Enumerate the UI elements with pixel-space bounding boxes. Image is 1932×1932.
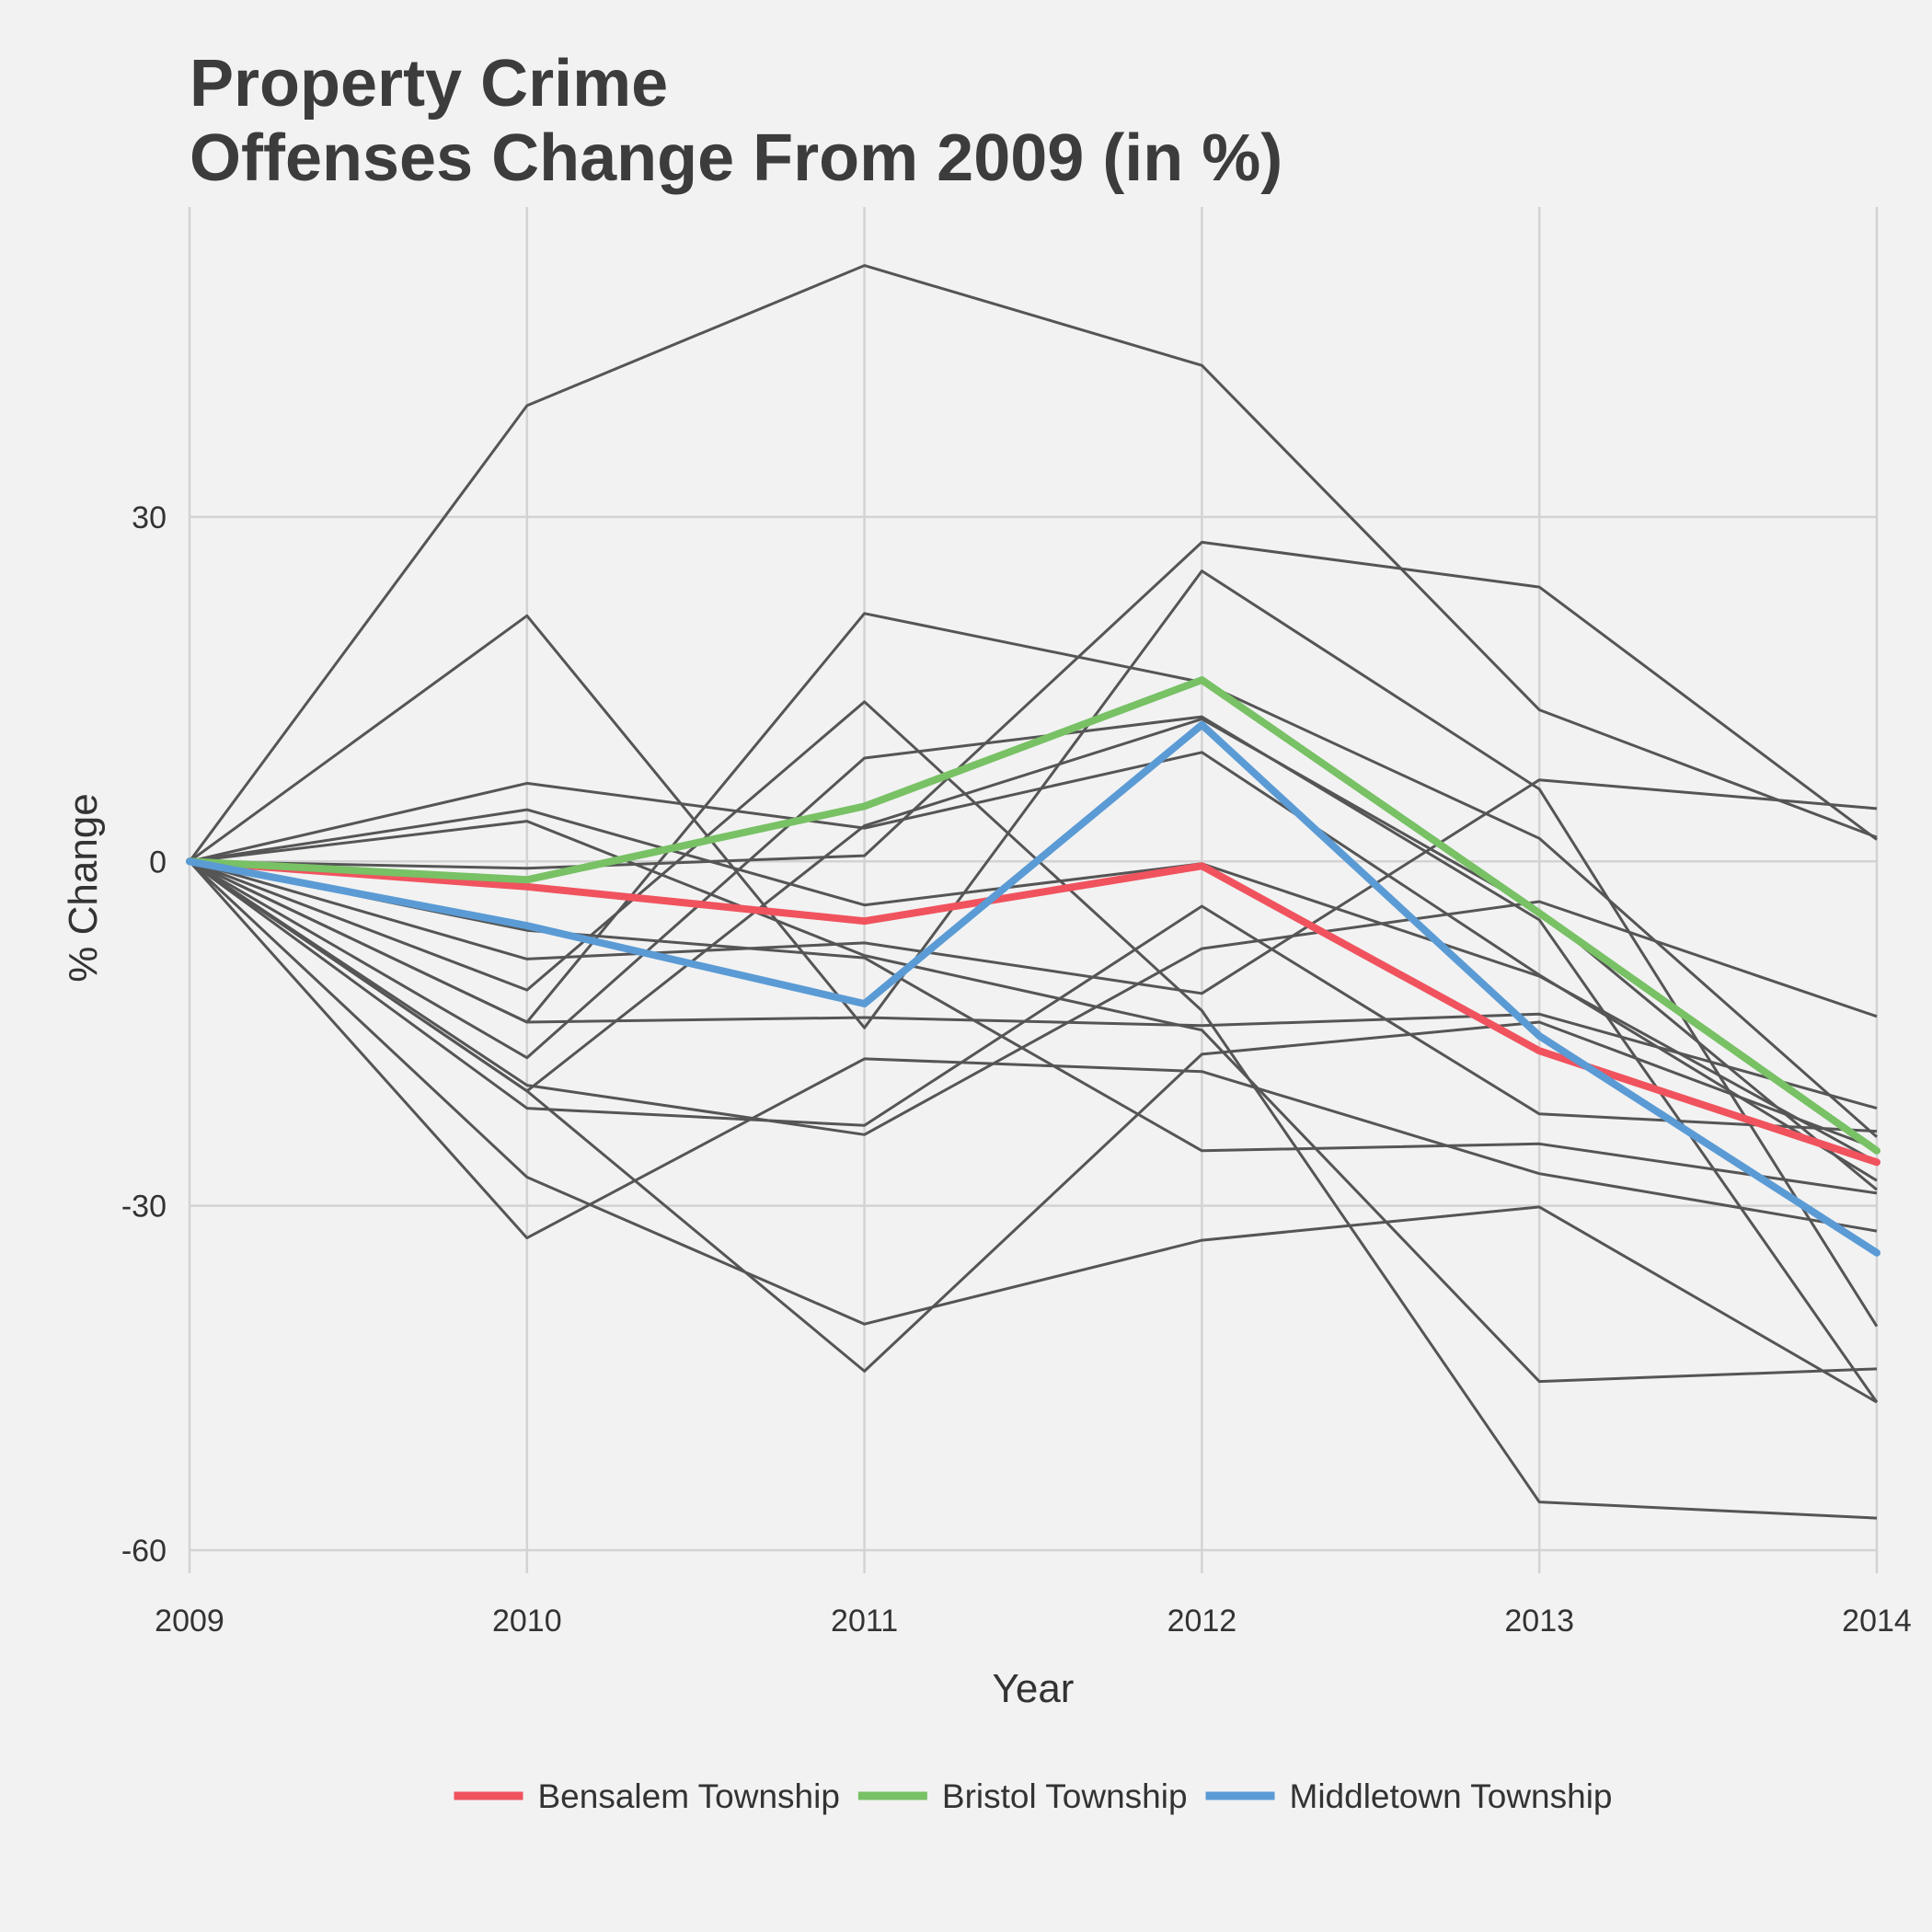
y-tick-label: -60 <box>121 1534 167 1569</box>
background-series-line <box>189 860 1878 1136</box>
x-tick-label: 2010 <box>492 1604 562 1639</box>
legend: Bensalem Township Bristol Township Middlet… <box>454 1777 1613 1815</box>
background-series-line <box>189 751 1878 1182</box>
x-tick-label: 2012 <box>1167 1604 1237 1639</box>
legend-item: Bensalem Township <box>454 1777 840 1815</box>
x-axis-title: Year <box>993 1666 1075 1711</box>
background-series-line <box>189 859 1878 1195</box>
y-tick-label: 30 <box>132 500 167 535</box>
legend-item: Bristol Township <box>857 1777 1188 1815</box>
legend-label: Bristol Township <box>942 1777 1188 1815</box>
highlight-series <box>186 676 1880 1257</box>
legend-label: Middletown Township <box>1290 1777 1613 1815</box>
background-series <box>188 264 1879 1520</box>
background-series-line <box>189 808 1878 1164</box>
x-tick-label: 2014 <box>1842 1604 1912 1639</box>
background-series-line <box>189 860 1878 1133</box>
y-axis-title: % Change <box>61 793 106 982</box>
background-series-line <box>188 264 1878 863</box>
series-line-bristol-township <box>186 676 1880 1155</box>
chart-title-line-2: Offenses Change From 2009 (in %) <box>190 121 1282 195</box>
background-series-line <box>189 859 1878 1110</box>
series-line-middletown-township <box>186 720 1880 1257</box>
background-series-line <box>189 860 1878 1373</box>
background-series-line <box>188 860 1878 1404</box>
background-series-line <box>189 700 1878 1520</box>
background-series-line <box>189 540 1878 870</box>
x-tick-label: 2013 <box>1504 1604 1574 1639</box>
x-tick-label: 2009 <box>155 1604 224 1639</box>
background-series-line <box>189 778 1878 995</box>
x-axis-ticks: 2009 2010 2011 2012 2013 2014 <box>155 1604 1912 1639</box>
background-series-line <box>189 569 1879 1328</box>
y-axis-ticks: 30 0 -30 -60 <box>121 500 167 1569</box>
legend-item: Middletown Township <box>1205 1777 1613 1815</box>
y-tick-label: 0 <box>149 845 167 880</box>
chart-title-line-1: Property Crime <box>190 47 668 121</box>
y-tick-label: -30 <box>121 1190 167 1225</box>
background-series-line <box>189 715 1879 1403</box>
background-series-line <box>189 820 1878 1384</box>
x-tick-label: 2011 <box>831 1604 898 1639</box>
legend-label: Bensalem Township <box>538 1777 840 1815</box>
background-series-line <box>188 860 1878 1240</box>
grid <box>188 207 1879 1573</box>
